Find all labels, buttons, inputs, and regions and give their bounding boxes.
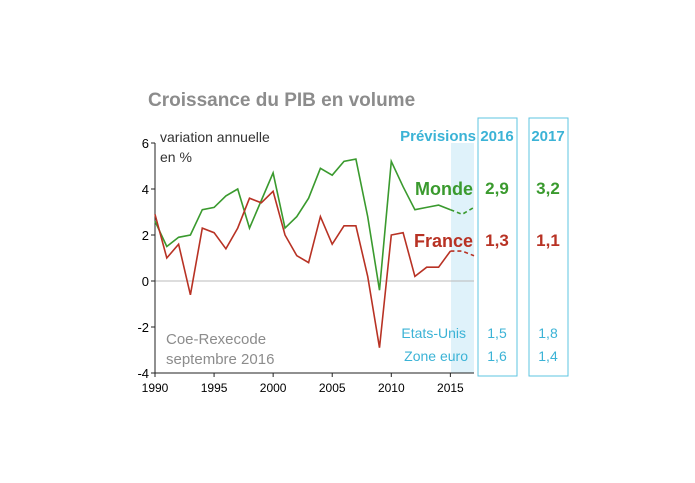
forecast-zone-euro-2017: 1,4 [538, 348, 558, 364]
series-layer [154, 158, 475, 348]
y-tick-label: 4 [142, 182, 149, 197]
y-tick-label: -4 [137, 366, 149, 381]
x-tick-label: 1995 [201, 381, 228, 395]
source-line2: septembre 2016 [166, 351, 274, 368]
chart-title: Croissance du PIB en volume [148, 90, 415, 111]
forecast-box-2017 [528, 117, 569, 377]
forecast-year-2017: 2017 [531, 128, 564, 145]
y-axis-label-line2: en % [160, 149, 192, 165]
forecast-box-2016 [477, 117, 518, 377]
x-tick-label: 2005 [319, 381, 346, 395]
forecast-header: Prévisions [400, 128, 476, 145]
series-line-france [154, 189, 452, 348]
forecast-monde-2016: 2,9 [485, 179, 509, 198]
series-label-france: France [414, 231, 473, 251]
forecast-band [451, 143, 474, 373]
y-axis-label-line1: variation annuelle [160, 129, 270, 145]
x-tick-label: 2010 [378, 381, 405, 395]
forecast-etats-unis-2017: 1,8 [538, 325, 558, 341]
label-etats-unis: Etats-Unis [401, 325, 466, 341]
y-ticks: 6 4 2 0 -2 -4 [137, 136, 155, 381]
forecast-monde-2017: 3,2 [536, 179, 560, 198]
label-zone-euro: Zone euro [404, 348, 468, 364]
series-line-monde [154, 158, 451, 291]
y-tick-label: 6 [142, 136, 149, 151]
series-forecast-line-france [450, 250, 475, 257]
forecast-year-2016: 2016 [480, 128, 513, 145]
y-tick-label: 2 [142, 228, 149, 243]
x-tick-label: 2000 [260, 381, 287, 395]
x-tick-label: 2015 [437, 381, 464, 395]
y-tick-label: 0 [142, 274, 149, 289]
series-forecast-line-monde [450, 206, 475, 216]
x-tick-label: 1990 [142, 381, 169, 395]
forecast-france-2017: 1,1 [536, 231, 560, 250]
forecast-zone-euro-2016: 1,6 [487, 348, 507, 364]
x-ticks: 1990 1995 2000 2005 2010 2015 [142, 373, 464, 395]
source-line1: Coe-Rexecode [166, 331, 266, 348]
forecast-france-2016: 1,3 [485, 231, 509, 250]
series-label-monde: Monde [415, 179, 473, 199]
y-tick-label: -2 [137, 320, 149, 335]
forecast-etats-unis-2016: 1,5 [487, 325, 507, 341]
